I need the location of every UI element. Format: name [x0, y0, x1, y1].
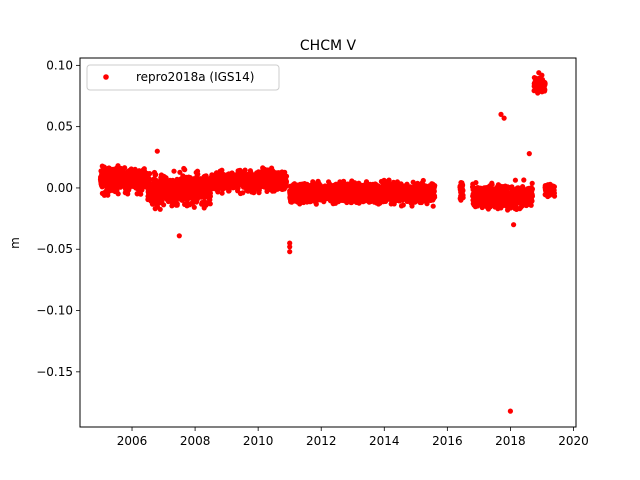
data-point [115, 191, 121, 197]
x-tick-label: 2020 [558, 434, 589, 448]
x-tick-label: 2006 [117, 434, 148, 448]
data-point [529, 193, 536, 199]
y-tick-label: 0.05 [46, 120, 73, 134]
data-point [460, 195, 466, 201]
x-tick-label: 2008 [180, 434, 211, 448]
data-point [526, 151, 532, 157]
data-point [501, 115, 507, 121]
data-point [489, 182, 495, 188]
data-point [287, 249, 293, 255]
data-point [521, 177, 527, 183]
data-point [386, 177, 392, 183]
x-tick-label: 2018 [495, 434, 526, 448]
y-tick-label: −0.10 [36, 304, 73, 318]
data-point [400, 202, 406, 208]
data-point [182, 167, 188, 173]
data-point [430, 203, 436, 209]
data-point [226, 188, 232, 194]
legend-label: repro2018a (IGS14) [136, 70, 254, 84]
data-point [157, 206, 163, 212]
data-point [138, 191, 144, 197]
data-point [176, 233, 182, 239]
data-point [240, 190, 246, 196]
data-point [191, 204, 197, 210]
data-point [283, 173, 290, 179]
data-point [432, 194, 438, 200]
data-point [207, 190, 213, 196]
y-axis-label: m [8, 237, 22, 249]
data-point [551, 184, 558, 190]
data-point [507, 408, 513, 414]
data-point [431, 188, 437, 194]
data-point [460, 188, 466, 194]
data-point [125, 191, 131, 197]
y-tick-label: 0.00 [46, 181, 73, 195]
data-point [177, 169, 183, 175]
data-point [153, 172, 159, 178]
x-tick-label: 2016 [432, 434, 463, 448]
data-point [287, 244, 293, 250]
data-point [207, 201, 213, 207]
data-point [171, 168, 177, 174]
y-tick-label: −0.05 [36, 242, 73, 256]
data-point [542, 87, 548, 93]
x-tick-label: 2012 [306, 434, 337, 448]
data-point [195, 171, 201, 177]
data-point [283, 179, 289, 185]
data-point [473, 180, 479, 186]
data-point [529, 186, 536, 192]
data-point [528, 202, 534, 208]
data-point [219, 167, 225, 173]
x-tick-label: 2010 [243, 434, 274, 448]
data-point [529, 180, 535, 186]
data-point [432, 183, 438, 189]
data-point [122, 165, 128, 171]
legend: repro2018a (IGS14) [86, 64, 280, 91]
data-point [551, 193, 558, 199]
data-point [219, 190, 225, 196]
data-point [460, 182, 466, 188]
data-point [161, 202, 167, 208]
data-point [146, 175, 152, 181]
data-point [154, 148, 160, 154]
data-point [512, 177, 519, 183]
chart-title: CHCM V [300, 38, 357, 54]
data-point [510, 222, 517, 228]
data-point [242, 167, 248, 173]
data-point [147, 171, 153, 177]
data-point [529, 198, 535, 204]
legend-marker [103, 74, 109, 80]
data-point [420, 177, 426, 184]
data-point [174, 201, 180, 207]
data-point [542, 80, 548, 87]
x-tick-label: 2014 [369, 434, 400, 448]
plot-marks [97, 70, 558, 414]
y-tick-label: −0.15 [36, 365, 73, 379]
data-point [539, 72, 545, 78]
y-tick-label: 0.10 [46, 58, 73, 72]
